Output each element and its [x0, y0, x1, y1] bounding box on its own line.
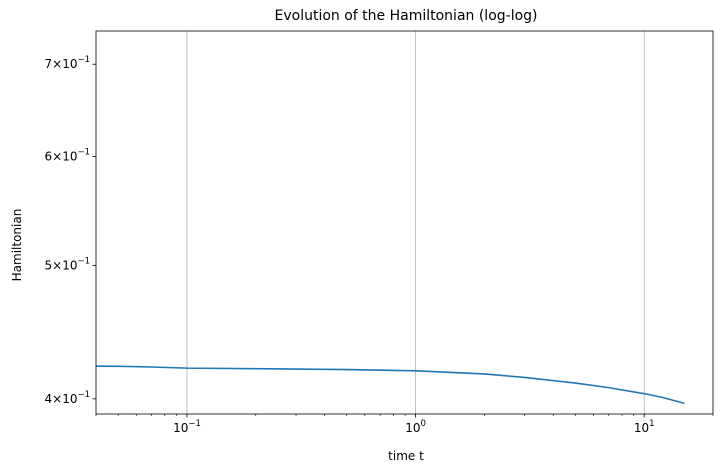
y-axis-label: Hamiltonian — [10, 209, 24, 282]
y-tick-layer: 4×10−1 5×10−1 6×10−1 7×10−1 — [45, 55, 96, 406]
series-layer — [95, 365, 685, 405]
grid-layer — [186, 31, 645, 414]
x-tick-layer: 10−1 100 101 — [95, 414, 714, 435]
chart-title: Evolution of the Hamiltonian (log-log) — [275, 8, 538, 24]
y-tick-label: 4×10−1 — [45, 390, 91, 406]
x-axis-label: time t — [388, 449, 424, 463]
y-tick-label: 7×10−1 — [45, 55, 91, 71]
x-tick-label: 101 — [634, 419, 655, 435]
y-tick-label: 5×10−1 — [45, 256, 91, 272]
series-line — [95, 365, 685, 405]
x-tick-label: 10−1 — [173, 419, 201, 435]
plot-frame — [95, 30, 714, 415]
x-tick-label: 100 — [405, 419, 426, 435]
axes-layer — [95, 30, 714, 415]
y-tick-label: 6×10−1 — [45, 147, 91, 163]
